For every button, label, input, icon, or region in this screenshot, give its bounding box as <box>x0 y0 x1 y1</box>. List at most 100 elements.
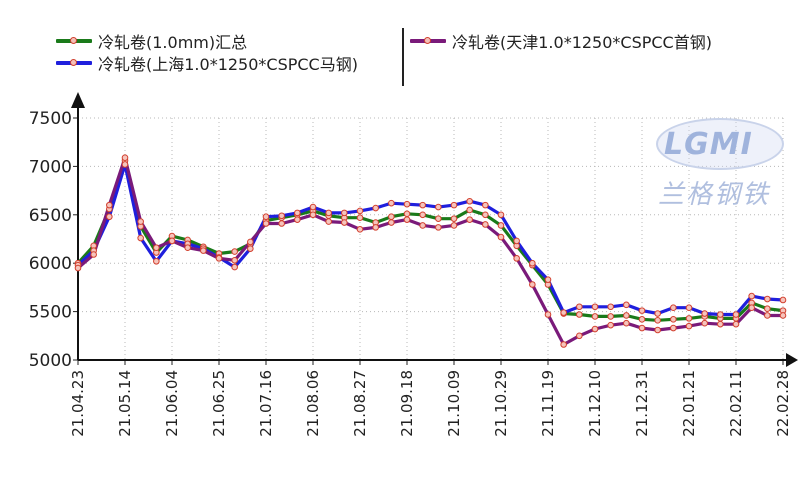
series-3-point <box>215 255 223 262</box>
watermark-subtitle: 兰格钢铁 <box>658 180 771 210</box>
series-1-point <box>685 315 693 322</box>
series-3-point <box>576 332 583 340</box>
series-2-point <box>529 259 536 267</box>
x-tick-label: 21.12.10 <box>586 370 604 437</box>
series-2-point <box>638 307 646 314</box>
x-tick-label: 21.08.27 <box>351 370 369 437</box>
series-2-point <box>466 197 473 205</box>
series-2-point <box>654 310 661 317</box>
x-tick-label: 21.07.16 <box>257 370 275 437</box>
series-1-point <box>231 248 238 255</box>
series-1-point <box>497 222 505 229</box>
series-3-point <box>372 224 379 231</box>
series-1-point <box>435 215 442 222</box>
series-3-point <box>466 216 473 223</box>
series-3-point <box>403 216 411 223</box>
x-tick-label: 21.11.19 <box>539 370 557 437</box>
series-2-point <box>623 301 630 309</box>
series-3-point <box>623 319 630 327</box>
watermark-logo-text: LGMI <box>664 127 753 162</box>
series-3-point <box>341 219 348 226</box>
series-2-point <box>294 209 301 217</box>
series-1-point <box>576 311 583 318</box>
series-3-point <box>247 238 254 246</box>
series-2-point <box>121 161 129 168</box>
x-tick-label: 21.10.29 <box>492 370 510 437</box>
x-axis-arrow <box>786 353 798 367</box>
series-3-point <box>325 218 332 225</box>
series-2-point <box>779 296 787 304</box>
series-2-point <box>231 263 238 271</box>
x-tick-label: 21.04.23 <box>69 370 87 437</box>
series-3-point <box>638 324 646 332</box>
y-tick-label: 7500 <box>29 109 72 129</box>
series-3-point <box>200 247 207 254</box>
series-2-point <box>732 311 740 318</box>
x-tick-label: 21.06.25 <box>210 370 228 437</box>
series-2-point <box>262 213 270 221</box>
series-2-point <box>419 201 426 209</box>
x-tick-label: 22.01.21 <box>680 370 698 437</box>
series-2-point <box>513 237 520 245</box>
series-2-point <box>435 203 442 211</box>
series-1-point <box>450 215 458 222</box>
series-1-point <box>670 316 677 323</box>
series-3-point <box>90 251 97 258</box>
series-3-point <box>732 320 740 328</box>
series-1-point <box>654 317 661 324</box>
legend-label-series-3: 冷轧卷(天津1.0*1250*CSPCC首钢) <box>452 33 712 52</box>
series-3-point <box>121 154 129 161</box>
series-3-point <box>137 218 144 225</box>
series-line-3 <box>76 156 783 347</box>
series-3-point <box>748 304 755 312</box>
series-1-point <box>419 211 426 219</box>
series-3-point <box>497 233 505 241</box>
series-1-point <box>638 316 646 323</box>
series-2-point <box>153 257 160 265</box>
y-tick-label: 6500 <box>29 206 72 226</box>
series-3-point <box>654 326 661 334</box>
series-3-point <box>388 219 395 226</box>
x-tick-label: 21.09.18 <box>398 370 416 437</box>
legend-swatch-series-1 <box>56 33 92 49</box>
series-2-point <box>544 276 552 283</box>
series-2-point <box>356 207 364 215</box>
legend-separator <box>402 28 404 86</box>
legend-swatch-series-3 <box>410 33 446 49</box>
series-2-point <box>325 209 332 217</box>
series-3-point <box>106 201 113 209</box>
watermark-logo: LGMI 兰格钢铁 <box>652 118 784 210</box>
series-3-point <box>168 237 176 245</box>
series-2-point <box>576 303 583 311</box>
series-3-point <box>529 281 536 288</box>
series-3-point <box>764 312 771 319</box>
y-tick-label: 6000 <box>29 254 72 274</box>
series-line-1 <box>76 159 784 322</box>
series-3-point <box>701 319 708 327</box>
series-3-point <box>294 216 301 223</box>
legend-right: 冷轧卷(天津1.0*1250*CSPCC首钢) <box>410 30 712 52</box>
series-3-point <box>74 264 82 272</box>
series-1-point <box>356 214 364 222</box>
series-2-point <box>106 213 113 221</box>
x-tick-label: 21.12.31 <box>633 370 651 437</box>
series-1-point <box>388 213 395 221</box>
y-tick-label: 5500 <box>29 303 72 323</box>
series-3-point <box>591 325 599 333</box>
series-3-point <box>309 211 317 219</box>
series-2-point <box>341 209 348 217</box>
y-tick-label: 7000 <box>29 157 72 177</box>
legend-item-series-3: 冷轧卷(天津1.0*1250*CSPCC首钢) <box>410 30 712 52</box>
series-3-point <box>513 255 520 262</box>
series-3-point <box>717 320 724 328</box>
series-2-point <box>137 234 144 242</box>
series-2-point <box>388 199 395 207</box>
series-2-point <box>607 303 614 311</box>
series-3-point <box>670 324 677 332</box>
series-2-point <box>403 200 411 208</box>
series-2-point <box>278 212 285 220</box>
series-3-point <box>231 256 238 264</box>
series-2-point <box>670 304 677 312</box>
series-1-point <box>623 312 630 319</box>
